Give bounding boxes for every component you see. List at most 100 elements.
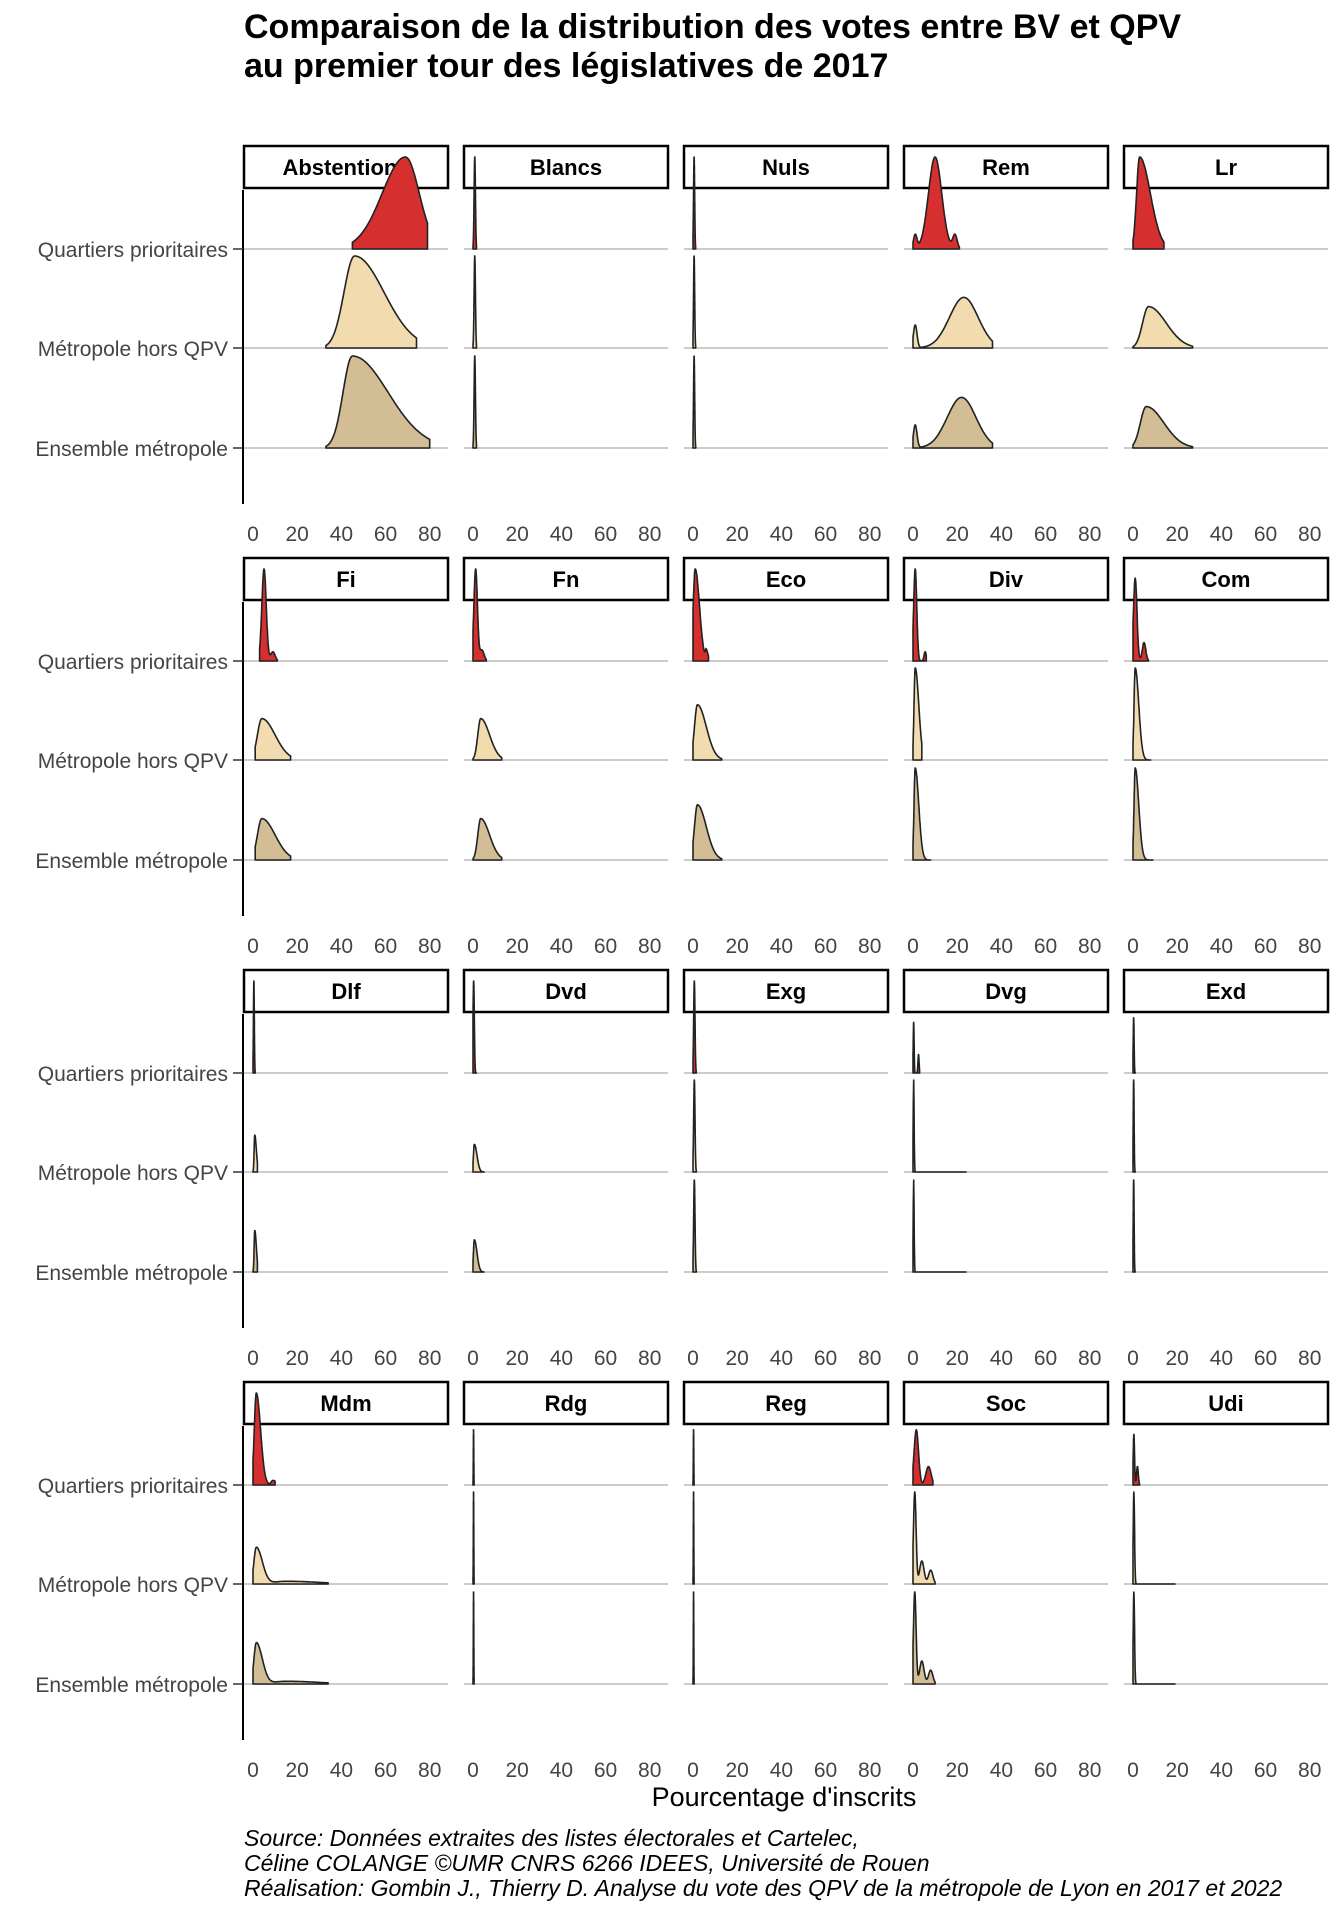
x-tick-label: 0 xyxy=(907,1759,919,1782)
x-tick-label: 0 xyxy=(687,523,699,546)
facet-strip-udi xyxy=(1122,1380,1330,1426)
density-ridge-abstentions-3 xyxy=(325,355,431,449)
density-ridge-exd-3 xyxy=(1132,1179,1136,1273)
y-tick-label: Quartiers prioritaires xyxy=(38,1475,228,1498)
facet-strip-lr xyxy=(1122,144,1330,190)
density-ridge-exg-2 xyxy=(692,1079,698,1173)
x-tick-label: 20 xyxy=(1166,935,1189,958)
x-tick-label: 60 xyxy=(1254,1759,1277,1782)
x-tick-label: 40 xyxy=(1210,935,1233,958)
x-tick-label: 20 xyxy=(946,1347,969,1370)
x-tick-label: 60 xyxy=(374,1759,397,1782)
y-tick-label: Ensemble métropole xyxy=(35,1262,228,1285)
x-tick-label: 80 xyxy=(858,1759,881,1782)
facet-label-abstentions: Abstentions xyxy=(282,155,409,180)
x-tick-label: 20 xyxy=(506,935,529,958)
facet-strip-reg xyxy=(682,1380,890,1426)
x-tick-label: 40 xyxy=(1210,1759,1233,1782)
x-tick-label: 80 xyxy=(1078,523,1101,546)
x-tick-label: 0 xyxy=(687,935,699,958)
x-tick-label: 60 xyxy=(1034,935,1057,958)
x-tick-label: 40 xyxy=(1210,1347,1233,1370)
x-tick-label: 0 xyxy=(247,1759,259,1782)
facet-label-soc: Soc xyxy=(986,1391,1026,1416)
density-ridge-nuls-1 xyxy=(692,156,697,250)
density-ridge-fn-1 xyxy=(472,568,488,662)
x-tick-label: 20 xyxy=(1166,1759,1189,1782)
x-tick-label: 40 xyxy=(770,935,793,958)
density-ridge-com-2 xyxy=(1132,667,1152,761)
density-ridge-dlf-3 xyxy=(252,1229,259,1273)
x-tick-label: 80 xyxy=(1078,1347,1101,1370)
x-tick-label: 20 xyxy=(1166,1347,1189,1370)
facet-strip-nuls xyxy=(682,144,890,190)
chart-title: Comparaison de la distribution des votes… xyxy=(244,8,1324,86)
density-ridge-rdg-3 xyxy=(472,1591,475,1685)
x-tick-label: 80 xyxy=(418,935,441,958)
density-ridge-dvg-2 xyxy=(912,1079,967,1173)
facet-label-blancs: Blancs xyxy=(530,155,602,180)
x-tick-label: 40 xyxy=(550,1759,573,1782)
x-tick-label: 60 xyxy=(814,1347,837,1370)
facet-label-mdm: Mdm xyxy=(320,1391,371,1416)
x-tick-label: 40 xyxy=(770,1347,793,1370)
facet-strip-dvd xyxy=(462,968,670,1014)
x-tick-label: 60 xyxy=(1034,523,1057,546)
facet-label-com: Com xyxy=(1202,567,1251,592)
y-tick-label: Métropole hors QPV xyxy=(38,338,228,361)
x-tick-label: 80 xyxy=(418,523,441,546)
x-tick-label: 20 xyxy=(726,523,749,546)
x-tick-label: 0 xyxy=(467,1759,479,1782)
caption-line-realisation: Réalisation: Gombin J., Thierry D. Analy… xyxy=(244,1875,1283,1901)
density-ridge-dvd-2 xyxy=(472,1143,485,1173)
density-ridge-soc-3 xyxy=(912,1591,936,1685)
facet-strip-blancs xyxy=(462,144,670,190)
x-tick-label: 20 xyxy=(286,1347,309,1370)
density-ridge-udi-2 xyxy=(1132,1491,1176,1585)
y-tick-label: Quartiers prioritaires xyxy=(38,239,228,262)
density-ridge-fi-2 xyxy=(254,717,292,761)
x-tick-label: 20 xyxy=(506,1347,529,1370)
density-ridge-dvg-3 xyxy=(912,1179,967,1273)
x-tick-label: 60 xyxy=(594,935,617,958)
density-ridge-rdg-2 xyxy=(472,1491,475,1585)
facet-strip-dvg xyxy=(902,968,1110,1014)
x-tick-label: 80 xyxy=(1298,1759,1321,1782)
chart-title-line-1: Comparaison de la distribution des votes… xyxy=(244,8,1182,46)
x-tick-label: 60 xyxy=(814,523,837,546)
density-ridge-mdm-2 xyxy=(252,1546,329,1585)
density-ridge-eco-2 xyxy=(692,704,723,761)
x-tick-label: 80 xyxy=(638,1347,661,1370)
x-tick-label: 80 xyxy=(858,935,881,958)
facet-label-dvd: Dvd xyxy=(545,979,587,1004)
x-tick-label: 80 xyxy=(638,1759,661,1782)
density-ridge-rem-3 xyxy=(912,396,994,449)
x-tick-label: 60 xyxy=(1254,1347,1277,1370)
facet-strip-rdg xyxy=(462,1380,670,1426)
x-tick-label: 0 xyxy=(467,1347,479,1370)
density-ridge-dvg-1 xyxy=(912,1021,921,1074)
x-tick-label: 20 xyxy=(506,523,529,546)
x-tick-label: 40 xyxy=(770,523,793,546)
caption-line-credit: Céline COLANGE ©UMR CNRS 6266 IDEES, Uni… xyxy=(244,1850,930,1876)
x-tick-label: 60 xyxy=(374,1347,397,1370)
x-tick-label: 20 xyxy=(286,523,309,546)
x-tick-label: 0 xyxy=(1127,935,1139,958)
density-ridge-fi-3 xyxy=(254,817,292,861)
x-tick-label: 80 xyxy=(1078,935,1101,958)
density-ridge-exd-1 xyxy=(1132,1017,1136,1074)
density-ridge-lr-2 xyxy=(1132,305,1194,349)
x-tick-label: 80 xyxy=(858,523,881,546)
x-tick-label: 60 xyxy=(1034,1759,1057,1782)
facet-label-exd: Exd xyxy=(1206,979,1246,1004)
x-tick-label: 80 xyxy=(418,1347,441,1370)
density-ridge-dlf-1 xyxy=(252,980,256,1074)
facet-label-div: Div xyxy=(989,567,1024,592)
density-ridge-soc-2 xyxy=(912,1491,936,1585)
density-ridge-mdm-3 xyxy=(252,1641,329,1685)
x-tick-label: 20 xyxy=(946,523,969,546)
x-tick-label: 60 xyxy=(1254,935,1277,958)
x-axis-title: Pourcentage d'inscrits xyxy=(652,1782,917,1812)
density-ridge-div-1 xyxy=(912,568,928,662)
density-ridge-abstentions-1 xyxy=(351,156,429,250)
